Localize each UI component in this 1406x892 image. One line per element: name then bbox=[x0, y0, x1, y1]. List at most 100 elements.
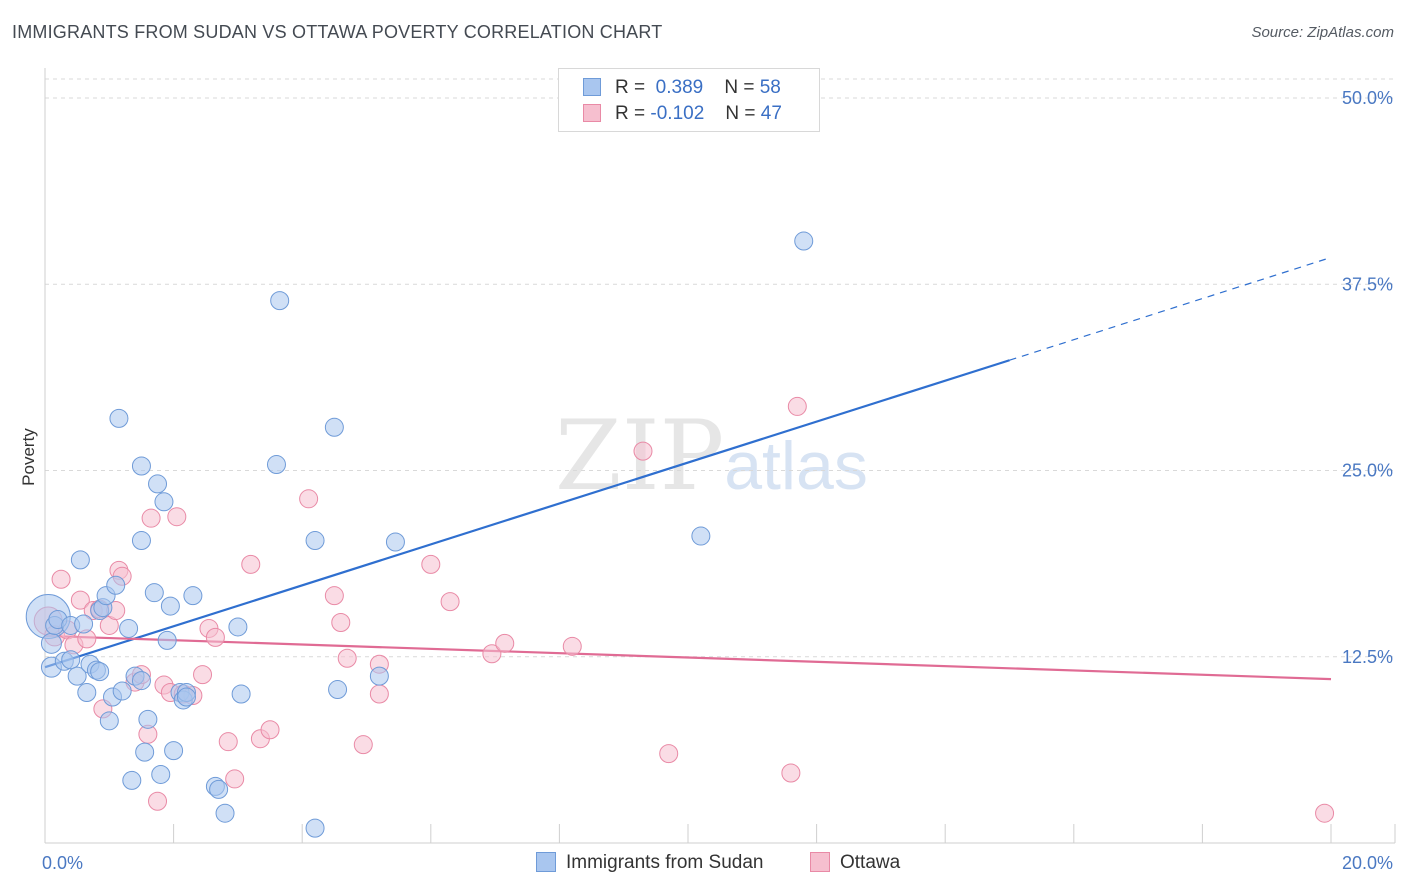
point-sudan bbox=[138, 709, 158, 729]
point-ottawa bbox=[482, 644, 502, 664]
watermark: ZIPatlas bbox=[555, 400, 868, 512]
point-ottawa bbox=[633, 441, 653, 461]
point-sudan bbox=[160, 596, 180, 616]
point-sudan bbox=[231, 684, 251, 704]
x-tick-label: 0.0% bbox=[42, 853, 83, 873]
point-ottawa bbox=[331, 612, 351, 632]
point-ottawa bbox=[218, 732, 238, 752]
point-sudan bbox=[109, 408, 129, 428]
point-sudan bbox=[67, 666, 87, 686]
legend-r-value: -0.102 bbox=[650, 103, 705, 124]
point-sudan bbox=[90, 662, 110, 682]
point-sudan bbox=[691, 526, 711, 546]
point-sudan bbox=[131, 456, 151, 476]
tick-labels: 12.5% 25.0% 37.5% 50.0% 0.0% 20.0% Poverty bbox=[19, 88, 1393, 873]
point-ottawa bbox=[421, 554, 441, 574]
point-ottawa bbox=[324, 586, 344, 606]
bottom-legend-sudan: Immigrants from Sudan bbox=[536, 852, 763, 874]
trendline-sudan-projection bbox=[1009, 256, 1332, 361]
correlation-legend: R = 0.389 N = 58 R = -0.102 N = 47 bbox=[558, 68, 820, 132]
point-sudan bbox=[183, 586, 203, 606]
trendline-sudan bbox=[44, 359, 1010, 669]
point-sudan bbox=[305, 531, 325, 551]
point-ottawa bbox=[205, 627, 225, 647]
bottom-legend-ottawa: Ottawa bbox=[810, 852, 900, 874]
point-sudan bbox=[112, 681, 132, 701]
y-tick-label: 37.5% bbox=[1342, 274, 1393, 294]
point-ottawa bbox=[225, 769, 245, 789]
point-ottawa bbox=[353, 735, 373, 755]
y-tick-label: 12.5% bbox=[1342, 647, 1393, 667]
point-sudan bbox=[70, 550, 90, 570]
point-sudan bbox=[154, 492, 174, 512]
point-sudan bbox=[176, 687, 196, 707]
point-sudan bbox=[119, 618, 139, 638]
chart-title: IMMIGRANTS FROM SUDAN VS OTTAWA POVERTY … bbox=[12, 22, 663, 42]
legend-n-value: 58 bbox=[759, 77, 781, 98]
point-ottawa bbox=[337, 648, 357, 668]
point-sudan bbox=[40, 632, 62, 654]
point-sudan bbox=[99, 711, 119, 731]
y-axis-label: Poverty bbox=[19, 428, 38, 486]
legend-row-ottawa: R = -0.102 N = 47 bbox=[583, 103, 782, 125]
point-sudan bbox=[209, 779, 229, 799]
legend-n-label: N = bbox=[724, 77, 755, 98]
legend-n-value: 47 bbox=[760, 103, 782, 124]
point-ottawa bbox=[299, 489, 319, 509]
point-sudan bbox=[122, 770, 142, 790]
axes bbox=[44, 68, 1396, 844]
data-points bbox=[25, 231, 1335, 838]
point-sudan bbox=[215, 803, 235, 823]
bottom-legend-label-sudan: Immigrants from Sudan bbox=[566, 852, 764, 873]
point-sudan bbox=[135, 742, 155, 762]
legend-n-label: N = bbox=[725, 103, 756, 124]
point-sudan bbox=[305, 818, 325, 838]
point-sudan bbox=[385, 532, 405, 552]
trend-lines bbox=[44, 256, 1332, 681]
point-sudan bbox=[74, 614, 94, 634]
point-ottawa bbox=[193, 665, 213, 685]
point-sudan bbox=[157, 630, 177, 650]
trendline-ottawa bbox=[44, 634, 1332, 681]
point-sudan bbox=[369, 666, 389, 686]
legend-r-value: 0.389 bbox=[655, 77, 704, 98]
point-sudan bbox=[328, 680, 348, 700]
point-ottawa bbox=[787, 396, 807, 416]
point-sudan bbox=[228, 617, 248, 637]
bottom-legend-label-ottawa: Ottawa bbox=[840, 852, 901, 873]
legend-r-label: R = bbox=[615, 77, 646, 98]
y-tick-label: 25.0% bbox=[1342, 461, 1393, 481]
point-ottawa bbox=[141, 508, 161, 528]
x-tick-label: 20.0% bbox=[1342, 853, 1393, 873]
point-sudan bbox=[144, 583, 164, 603]
legend-swatch-ottawa bbox=[583, 104, 601, 122]
chart-source: Source: ZipAtlas.com bbox=[1251, 24, 1394, 41]
point-ottawa bbox=[1315, 803, 1335, 823]
bottom-legend-swatch-sudan bbox=[536, 852, 556, 872]
point-sudan bbox=[148, 474, 168, 494]
point-ottawa bbox=[70, 590, 90, 610]
point-sudan bbox=[794, 231, 814, 251]
point-sudan bbox=[131, 531, 151, 551]
point-sudan bbox=[266, 455, 286, 475]
point-sudan bbox=[151, 764, 171, 784]
legend-swatch-sudan bbox=[583, 78, 601, 96]
point-sudan bbox=[106, 575, 126, 595]
point-ottawa bbox=[562, 636, 582, 656]
point-sudan bbox=[324, 417, 344, 437]
point-ottawa bbox=[781, 763, 801, 783]
bottom-legend-swatch-ottawa bbox=[810, 852, 830, 872]
point-ottawa bbox=[369, 684, 389, 704]
point-ottawa bbox=[51, 569, 71, 589]
point-sudan bbox=[61, 650, 81, 670]
watermark-sub: atlas bbox=[724, 428, 868, 504]
point-ottawa bbox=[148, 791, 168, 811]
legend-r-label: R = bbox=[615, 103, 646, 124]
point-sudan bbox=[131, 671, 151, 691]
point-ottawa bbox=[495, 633, 515, 653]
point-ottawa bbox=[241, 554, 261, 574]
point-ottawa bbox=[167, 507, 187, 527]
point-sudan bbox=[164, 741, 184, 761]
point-ottawa bbox=[440, 592, 460, 612]
